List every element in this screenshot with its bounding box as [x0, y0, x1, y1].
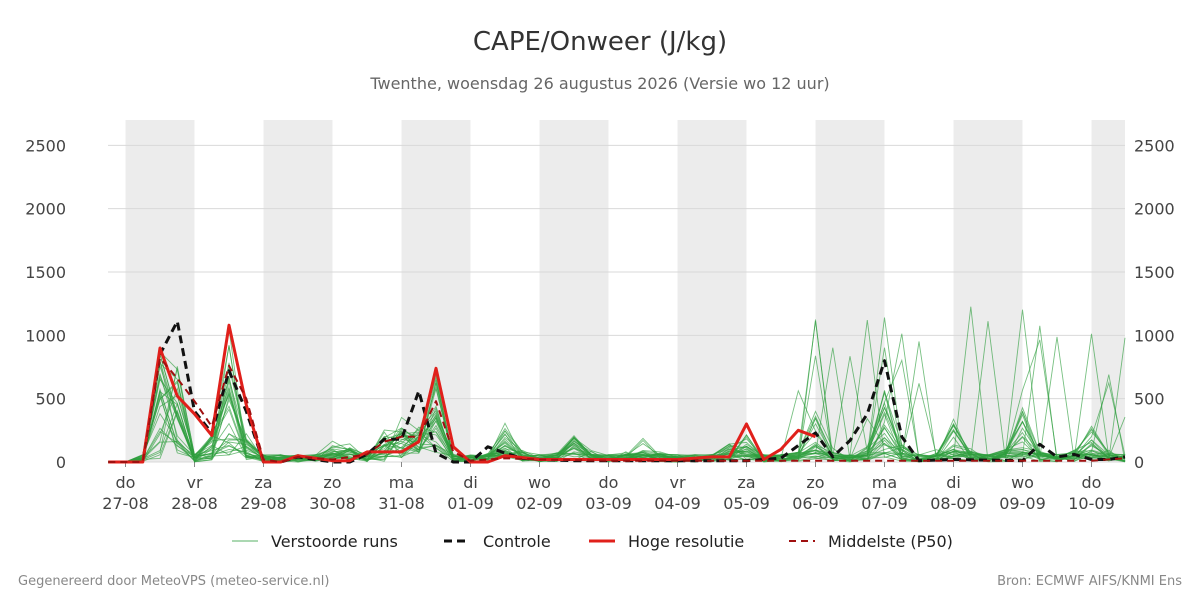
x-tick-day-6: wo	[528, 473, 551, 492]
x-tick-date-11: 07-09	[861, 494, 908, 513]
x-tick-date-6: 02-09	[516, 494, 563, 513]
x-tick-day-9: za	[737, 473, 755, 492]
day-band-7	[1091, 120, 1125, 462]
x-tick-date-12: 08-09	[930, 494, 977, 513]
x-tick-date-13: 09-09	[999, 494, 1046, 513]
y-tick-left-500: 500	[35, 390, 66, 409]
y-tick-right-2000: 2000	[1134, 200, 1175, 219]
x-tick-day-1: vr	[186, 473, 202, 492]
chart-title: CAPE/Onweer (J/kg)	[473, 27, 727, 57]
legend-label-high-res: Hoge resolutie	[628, 532, 744, 551]
y-tick-left-1000: 1000	[25, 326, 66, 345]
x-tick-date-5: 01-09	[447, 494, 494, 513]
legend: Verstoorde runs Controle Hoge resolutie …	[232, 532, 953, 551]
legend-label-control: Controle	[483, 532, 551, 551]
legend-label-ensemble: Verstoorde runs	[271, 532, 398, 551]
y-tick-right-2500: 2500	[1134, 136, 1175, 155]
x-tick-day-14: do	[1082, 473, 1102, 492]
x-tick-date-0: 27-08	[102, 494, 149, 513]
y-axis-right: 0 500 1000 1500 2000 2500	[1134, 136, 1175, 472]
y-tick-right-1000: 1000	[1134, 326, 1175, 345]
day-band-5	[815, 120, 885, 462]
x-tick-day-8: vr	[669, 473, 685, 492]
y-tick-left-2000: 2000	[25, 200, 66, 219]
ensemble-member-line	[108, 320, 1126, 463]
y-tick-left-1500: 1500	[25, 263, 66, 282]
day-band-6	[953, 120, 1023, 462]
x-tick-day-13: wo	[1011, 473, 1034, 492]
y-tick-right-0: 0	[1134, 453, 1144, 472]
x-tick-date-3: 30-08	[309, 494, 356, 513]
x-tick-date-2: 29-08	[240, 494, 287, 513]
x-tick-day-5: di	[463, 473, 478, 492]
y-tick-right-500: 500	[1134, 390, 1165, 409]
x-tick-day-12: di	[946, 473, 961, 492]
y-axis-left: 0 500 1000 1500 2000 2500	[25, 136, 66, 472]
x-axis: do 27-08 vr 28-08 za 29-08 zo 30-08 ma 31-08 di 01-…	[102, 462, 1115, 513]
x-tick-date-4: 31-08	[378, 494, 425, 513]
x-tick-day-7: do	[599, 473, 619, 492]
grid-lines	[108, 144, 1125, 463]
y-tick-right-1500: 1500	[1134, 263, 1175, 282]
day-band-4	[677, 120, 747, 462]
x-tick-date-9: 05-09	[723, 494, 770, 513]
legend-label-median: Middelste (P50)	[828, 532, 953, 551]
x-tick-date-1: 28-08	[171, 494, 218, 513]
x-tick-day-0: do	[116, 473, 136, 492]
x-tick-day-4: ma	[389, 473, 414, 492]
x-tick-date-14: 10-09	[1068, 494, 1115, 513]
ensemble-member-line	[108, 333, 1126, 463]
x-tick-day-11: ma	[872, 473, 897, 492]
x-tick-day-2: za	[254, 473, 272, 492]
series-line-middelste-p50-	[108, 357, 1126, 463]
x-tick-day-10: zo	[806, 473, 824, 492]
series-line-hoge-resolutie	[108, 323, 817, 464]
y-tick-left-2500: 2500	[25, 136, 66, 155]
x-tick-day-3: zo	[323, 473, 341, 492]
footer-source: Bron: ECMWF AIFS/KNMI Ens	[997, 574, 1182, 589]
day-band-3	[539, 120, 609, 462]
x-tick-date-7: 03-09	[585, 494, 632, 513]
chart-subtitle: Twenthe, woensdag 26 augustus 2026 (Vers…	[369, 74, 829, 93]
x-tick-date-8: 04-09	[654, 494, 701, 513]
y-tick-left-0: 0	[56, 453, 66, 472]
main-series	[108, 319, 1126, 464]
day-band-1	[263, 120, 333, 462]
weekend-bands	[125, 120, 1125, 462]
x-tick-date-10: 06-09	[792, 494, 839, 513]
footer-credit: Gegenereerd door MeteoVPS (meteo-service…	[18, 574, 329, 589]
